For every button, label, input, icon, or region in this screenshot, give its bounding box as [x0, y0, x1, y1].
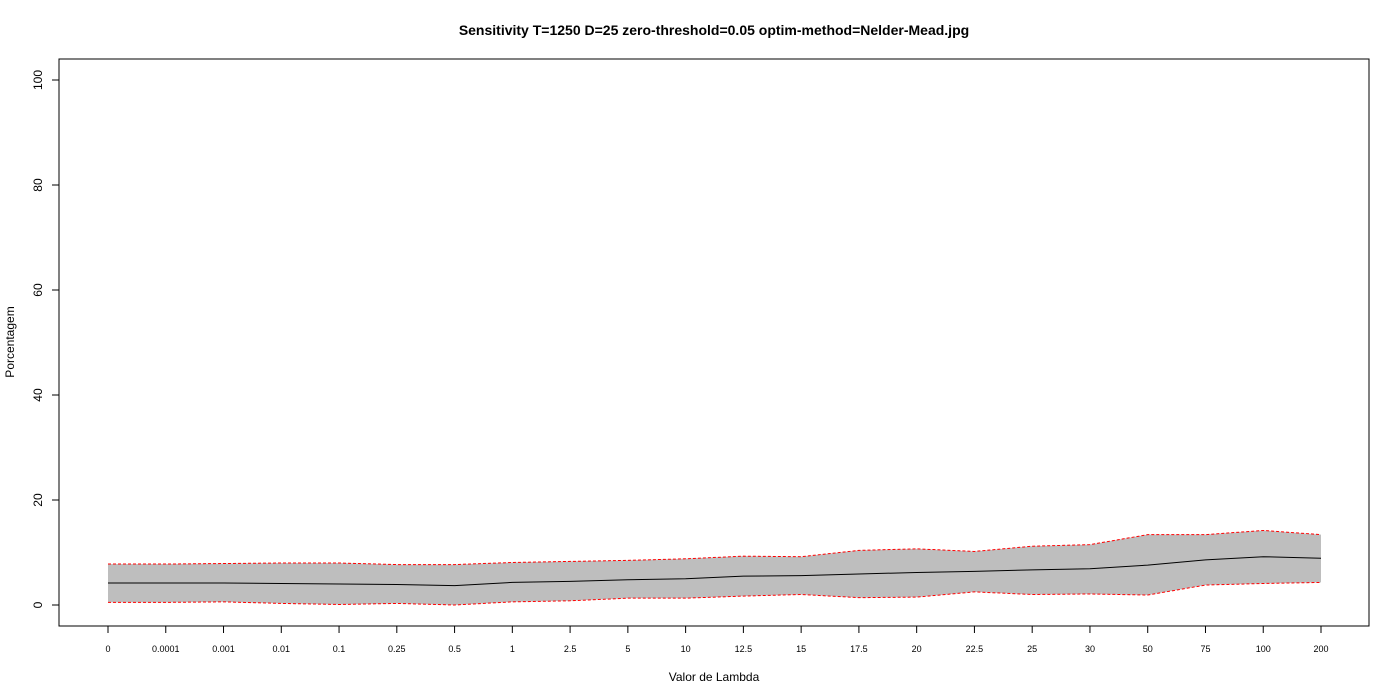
lower-bound-line: [108, 581, 1322, 606]
y-tick-label: 20: [31, 493, 45, 507]
x-tick-label: 0.1: [333, 644, 346, 654]
x-tick-label: 22.5: [966, 644, 984, 654]
x-tick-label: 0.25: [388, 644, 406, 654]
x-tick-label: 20: [912, 644, 922, 654]
y-tick-label: 60: [31, 283, 45, 297]
confidence-band: [108, 530, 1321, 605]
x-axis-label: Valor de Lambda: [669, 670, 760, 684]
x-tick-label: 50: [1143, 644, 1153, 654]
x-tick-label: 30: [1085, 644, 1095, 654]
x-tick-label: 12.5: [735, 644, 753, 654]
x-tick-label: 2.5: [564, 644, 577, 654]
chart-title: Sensitivity T=1250 D=25 zero-threshold=0…: [459, 22, 969, 38]
x-tick-label: 0: [105, 644, 110, 654]
series-lines: [108, 529, 1322, 606]
y-tick-label: 100: [31, 70, 45, 90]
x-tick-label: 17.5: [850, 644, 868, 654]
y-axis-label: Porcentagem: [3, 306, 17, 377]
mean-line: [108, 556, 1322, 587]
x-tick-label: 0.001: [212, 644, 235, 654]
x-tick-label: 10: [681, 644, 691, 654]
y-tick-label: 40: [31, 388, 45, 402]
x-tick-label: 15: [796, 644, 806, 654]
x-tick-label: 1: [510, 644, 515, 654]
x-tick-label: 0.01: [273, 644, 291, 654]
y-tick-label: 80: [31, 178, 45, 192]
x-tick-label: 0.5: [448, 644, 461, 654]
x-axis: 0 0.0001 0.001 0.01 0.1 0.25 0.5 1 2.5 5 10 12.5 15 1…: [105, 625, 1329, 654]
band-area: [108, 530, 1321, 605]
x-tick-label: 0.0001: [152, 644, 180, 654]
x-tick-label: 200: [1313, 644, 1328, 654]
y-tick-label: 0: [31, 601, 45, 608]
upper-bound-line: [108, 529, 1322, 566]
x-tick-label: 25: [1027, 644, 1037, 654]
y-axis: 0 20 40 60 80 100: [31, 70, 60, 608]
x-tick-label: 75: [1200, 644, 1210, 654]
x-tick-label: 100: [1256, 644, 1271, 654]
x-tick-label: 5: [625, 644, 630, 654]
